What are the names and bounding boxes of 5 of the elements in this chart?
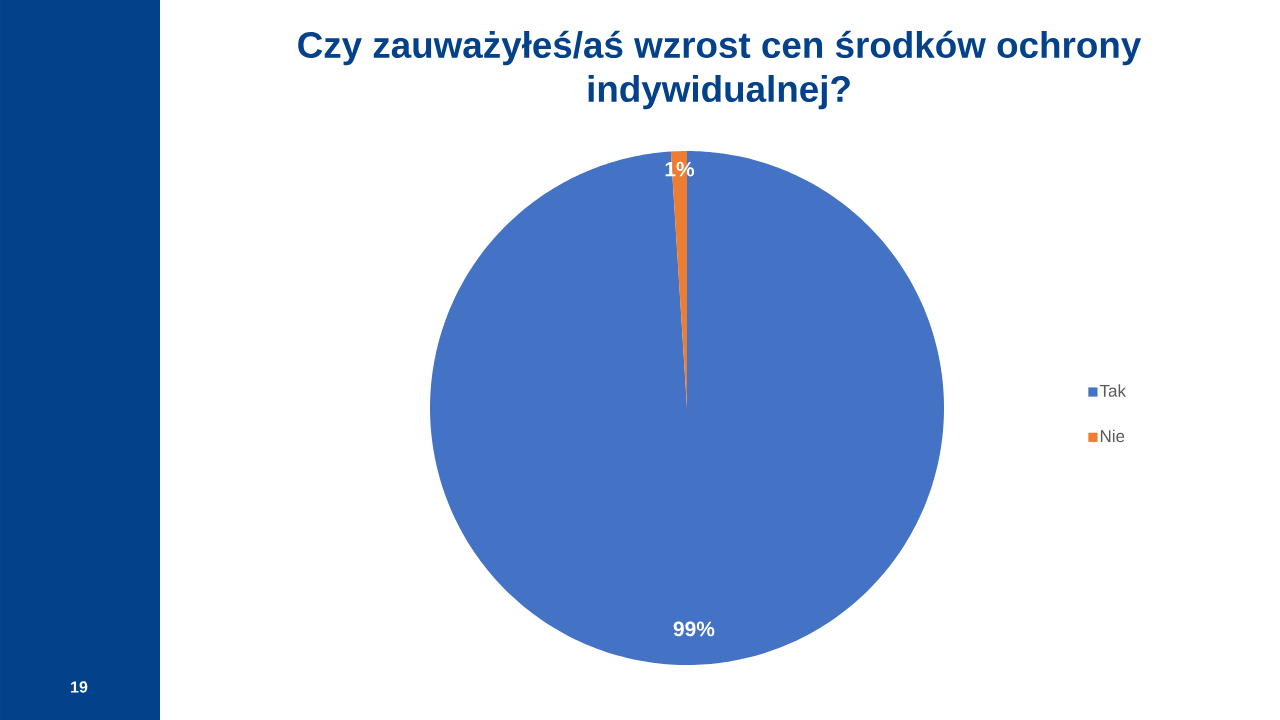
legend-label: Nie bbox=[1100, 429, 1125, 443]
chart-title: Czy zauważyłeś/aś wzrost cen środków ochrony indywidualnej? bbox=[298, 30, 1142, 110]
text: 19 bbox=[71, 681, 88, 693]
legend-label: Tak bbox=[1099, 384, 1127, 397]
data-label: 99% bbox=[673, 621, 715, 637]
